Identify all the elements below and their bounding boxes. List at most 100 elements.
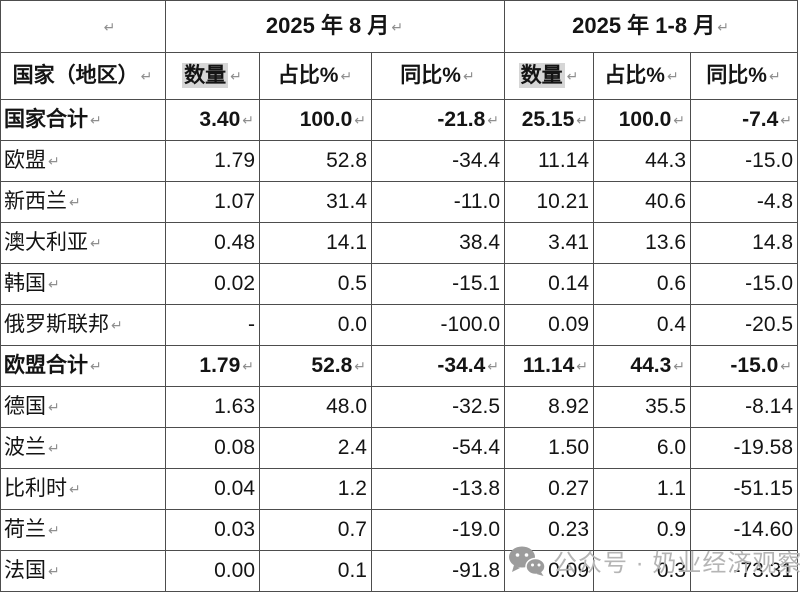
- value-cell: 1.2: [259, 468, 372, 510]
- region-cell: 国家合计 ↵: [0, 99, 166, 141]
- value-cell: 0.09: [504, 304, 595, 346]
- value-cell: 1.79: [165, 140, 260, 182]
- value-cell: 0.03: [165, 509, 260, 551]
- row-australia: 澳大利亚 ↵ 0.48 14.1 38.4 3.41 13.6 14.8: [0, 222, 799, 264]
- paragraph-mark: ↵: [340, 68, 353, 85]
- value-cell: -51.15: [690, 468, 799, 510]
- value: -51.15: [733, 477, 794, 501]
- value-cell: 0.9: [593, 509, 692, 551]
- value: -34.4: [452, 149, 501, 173]
- paragraph-mark: ↵: [354, 358, 366, 375]
- paragraph-mark: ↵: [111, 317, 123, 334]
- value: 31.4: [326, 190, 367, 214]
- value: -19.58: [733, 436, 794, 460]
- value: -20.5: [745, 313, 794, 337]
- value-cell: 44.3: [593, 140, 692, 182]
- value: 10.21: [536, 190, 590, 214]
- paragraph-mark: ↵: [487, 112, 500, 129]
- value-cell: 0.3: [593, 550, 692, 592]
- value-cell: 0.00: [165, 550, 260, 592]
- value-cell: 25.15 ↵: [504, 99, 595, 141]
- value: -: [248, 313, 255, 337]
- value-cell: 0.23: [504, 509, 595, 551]
- region-cell: 荷兰 ↵: [0, 509, 166, 551]
- paragraph-mark: ↵: [103, 18, 116, 35]
- value: -91.8: [452, 559, 501, 583]
- value: 44.3: [645, 149, 687, 173]
- column-header-yoy-aug: 同比% ↵: [370, 52, 506, 100]
- value-cell: 3.41: [504, 222, 595, 264]
- region-cell: 欧盟 ↵: [0, 140, 166, 182]
- column-header-qty-aug: 数量 ↵: [165, 52, 260, 100]
- value: 8.92: [548, 395, 590, 419]
- value-cell: -7.4 ↵: [690, 99, 799, 141]
- value-cell: 11.14: [504, 140, 595, 182]
- row-total: 国家合计 ↵ 3.40 ↵ 100.0 ↵ -21.8 ↵ 25.15 ↵ 100.0 ↵ …: [0, 99, 799, 141]
- value-cell: -13.8: [370, 468, 506, 510]
- value: 2.4: [337, 436, 367, 460]
- header-row-periods: ↵ 2025 年 8 月 ↵ 2025 年 1-8 月 ↵: [0, 0, 799, 53]
- value-cell: -20.5: [690, 304, 799, 346]
- paragraph-mark: ↵: [69, 194, 81, 211]
- value-cell: 11.14 ↵: [504, 345, 595, 387]
- value: 0.09: [548, 559, 590, 583]
- value-cell: 0.48: [165, 222, 260, 264]
- column-header-label: 数量: [518, 63, 565, 89]
- value-cell: 1.07: [165, 181, 260, 223]
- value: 0.7: [337, 518, 367, 542]
- paragraph-mark: ↵: [673, 358, 686, 375]
- value-cell: 13.6: [593, 222, 692, 264]
- region-label: 比利时: [4, 477, 67, 501]
- value-cell: -15.1: [370, 263, 506, 305]
- region-cell: 澳大利亚 ↵: [0, 222, 166, 264]
- corner-cell: ↵: [0, 0, 166, 53]
- region-label: 欧盟: [4, 149, 46, 173]
- column-header-label: 同比%: [706, 64, 767, 88]
- value: 52.8: [311, 354, 353, 378]
- paragraph-mark: ↵: [769, 68, 781, 85]
- value: 44.3: [630, 354, 672, 378]
- region-label: 欧盟合计: [4, 354, 88, 378]
- value-cell: 0.27: [504, 468, 595, 510]
- value-cell: -34.4: [370, 140, 506, 182]
- value: 0.04: [214, 477, 255, 501]
- value: 1.50: [548, 436, 590, 460]
- value: 13.6: [645, 231, 687, 255]
- value-cell: -4.8: [690, 181, 799, 223]
- period-header-jan-aug: 2025 年 1-8 月 ↵: [504, 0, 799, 53]
- paragraph-mark: ↵: [391, 19, 404, 36]
- value: 0.00: [214, 559, 255, 583]
- value-cell: 0.08: [165, 427, 260, 469]
- value: -100.0: [440, 313, 501, 337]
- region-label: 波兰: [4, 436, 46, 460]
- value-cell: 1.50: [504, 427, 595, 469]
- row-belgium: 比利时 ↵ 0.04 1.2 -13.8 0.27 1.1 -51.15: [0, 468, 799, 510]
- paragraph-mark: ↵: [48, 440, 60, 457]
- paragraph-mark: ↵: [48, 563, 60, 580]
- paragraph-mark: ↵: [69, 481, 81, 498]
- value: 100.0: [299, 108, 353, 132]
- value: -34.4: [437, 354, 486, 378]
- value: 0.02: [214, 272, 255, 296]
- value: 100.0: [618, 108, 672, 132]
- paragraph-mark: ↵: [667, 68, 679, 85]
- column-header-yoy-ytd: 同比% ↵: [690, 52, 799, 100]
- paragraph-mark: ↵: [566, 68, 579, 85]
- region-cell: 欧盟合计 ↵: [0, 345, 166, 387]
- value: -21.8: [437, 108, 486, 132]
- value: -54.4: [452, 436, 501, 460]
- value-cell: 0.1: [259, 550, 372, 592]
- value-cell: 0.4: [593, 304, 692, 346]
- column-header-label: 数量: [182, 63, 229, 89]
- value-cell: -34.4 ↵: [370, 345, 506, 387]
- value: 0.6: [656, 272, 687, 296]
- value-cell: 0.6: [593, 263, 692, 305]
- value-cell: -19.58: [690, 427, 799, 469]
- value: 0.4: [656, 313, 687, 337]
- value-cell: 0.14: [504, 263, 595, 305]
- value: 0.0: [337, 313, 367, 337]
- region-label: 俄罗斯联邦: [4, 313, 109, 337]
- paragraph-mark: ↵: [230, 68, 242, 85]
- value: -73.31: [733, 559, 794, 583]
